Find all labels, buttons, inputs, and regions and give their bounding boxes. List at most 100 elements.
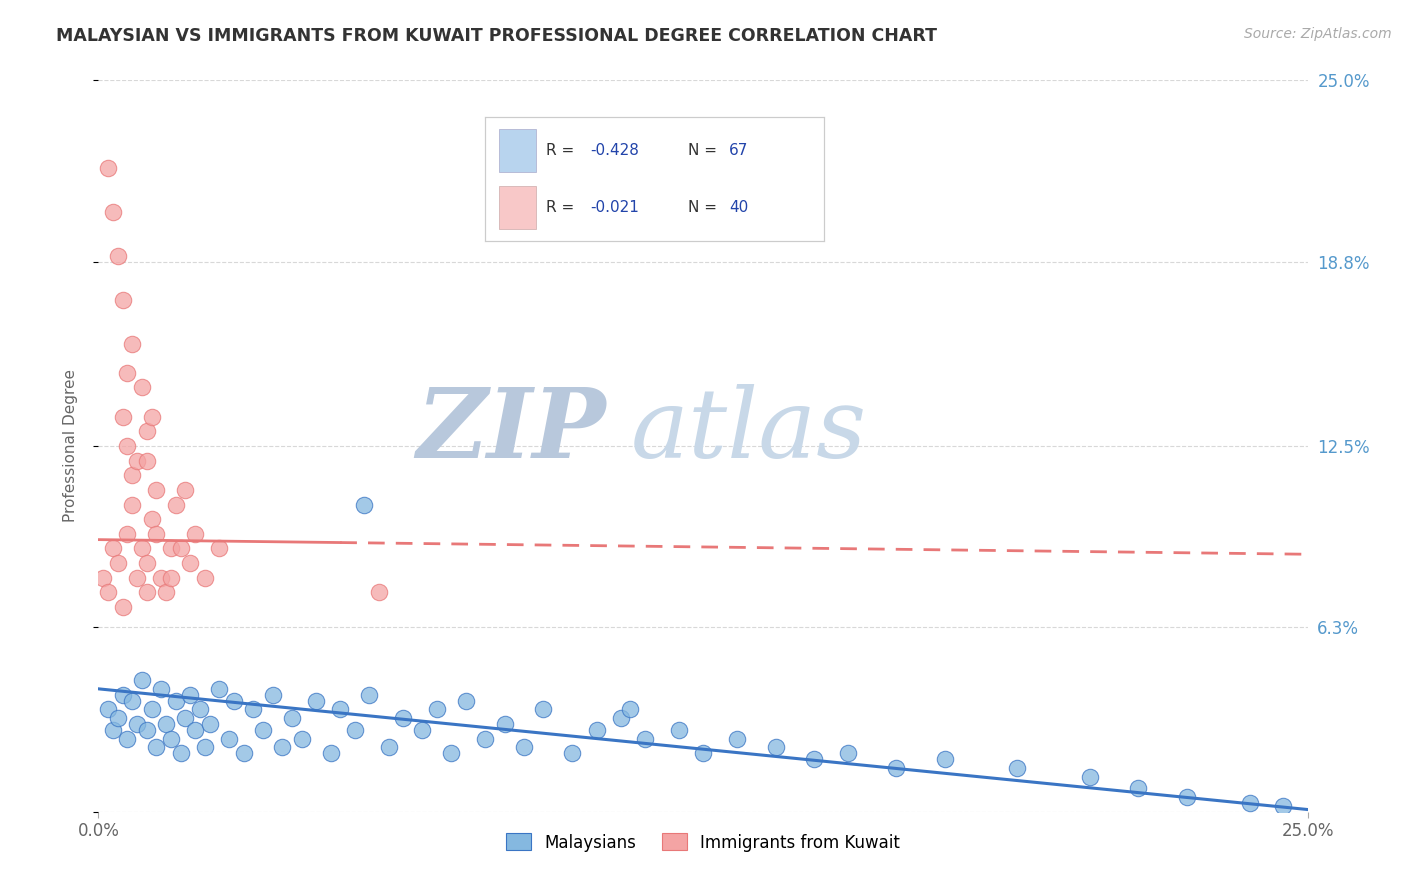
Point [121, 693, 143, 707]
Point [934, 752, 956, 766]
Point [184, 723, 207, 737]
Point [150, 571, 173, 585]
Point [160, 541, 183, 556]
Point [141, 409, 163, 424]
Point [1078, 770, 1101, 784]
Point [585, 723, 607, 737]
Point [165, 498, 187, 512]
Point [155, 717, 177, 731]
Point [101, 723, 124, 737]
Point [1272, 798, 1295, 813]
Point [353, 498, 375, 512]
Point [886, 761, 908, 775]
Point [135, 425, 157, 439]
Point [127, 571, 149, 585]
Point [392, 711, 415, 725]
Point [160, 571, 183, 585]
Point [101, 541, 124, 556]
Point [184, 526, 207, 541]
Point [91, 571, 114, 585]
Point [1239, 796, 1261, 810]
Point [174, 483, 197, 497]
Point [174, 711, 197, 725]
Point [141, 702, 163, 716]
Point [97, 702, 120, 716]
Point [179, 688, 201, 702]
Point [513, 740, 536, 755]
Point [160, 731, 183, 746]
Point [242, 702, 264, 716]
Point [97, 161, 120, 175]
Legend: Malaysians, Immigrants from Kuwait: Malaysians, Immigrants from Kuwait [499, 827, 907, 858]
Text: MALAYSIAN VS IMMIGRANTS FROM KUWAIT PROFESSIONAL DEGREE CORRELATION CHART: MALAYSIAN VS IMMIGRANTS FROM KUWAIT PROF… [56, 27, 938, 45]
Point [198, 717, 221, 731]
Point [97, 585, 120, 599]
Point [107, 711, 129, 725]
Point [121, 498, 143, 512]
Point [305, 693, 328, 707]
Point [377, 740, 399, 755]
Text: ZIP: ZIP [416, 384, 606, 478]
Point [101, 205, 124, 219]
Point [208, 681, 231, 696]
Point [194, 740, 217, 755]
Point [692, 746, 714, 760]
Point [411, 723, 433, 737]
Point [343, 723, 366, 737]
Point [165, 693, 187, 707]
Point [1128, 781, 1150, 796]
Point [1175, 790, 1198, 805]
Point [188, 702, 211, 716]
Point [111, 293, 134, 307]
Point [765, 740, 787, 755]
Point [222, 693, 245, 707]
Point [150, 681, 173, 696]
Point [368, 585, 391, 599]
Point [262, 688, 284, 702]
Point [127, 717, 149, 731]
Point [634, 731, 657, 746]
Y-axis label: Professional Degree: Professional Degree [63, 369, 77, 523]
Point [145, 526, 167, 541]
Point [141, 512, 163, 526]
Point [837, 746, 859, 760]
Point [252, 723, 274, 737]
Point [135, 556, 157, 570]
Point [218, 731, 240, 746]
Point [131, 541, 153, 556]
Point [121, 336, 143, 351]
Point [169, 746, 191, 760]
Point [117, 366, 139, 380]
Point [111, 688, 134, 702]
Point [290, 731, 312, 746]
Point [145, 483, 167, 497]
Point [271, 740, 294, 755]
Point [208, 541, 231, 556]
Point [135, 723, 157, 737]
Point [531, 702, 554, 716]
Point [117, 526, 139, 541]
Point [107, 249, 129, 263]
Point [803, 752, 825, 766]
Point [131, 380, 153, 394]
Point [127, 453, 149, 467]
Point [561, 746, 583, 760]
Point [131, 673, 153, 687]
Text: atlas: atlas [630, 384, 866, 478]
Point [619, 702, 641, 716]
Point [668, 723, 690, 737]
Point [494, 717, 516, 731]
Point [135, 453, 157, 467]
Point [281, 711, 304, 725]
Text: Source: ZipAtlas.com: Source: ZipAtlas.com [1244, 27, 1392, 41]
Point [111, 409, 134, 424]
Point [117, 731, 139, 746]
Point [440, 746, 463, 760]
Point [610, 711, 633, 725]
Point [117, 439, 139, 453]
Point [155, 585, 177, 599]
Point [359, 688, 381, 702]
Point [725, 731, 748, 746]
Point [232, 746, 254, 760]
Point [169, 541, 191, 556]
